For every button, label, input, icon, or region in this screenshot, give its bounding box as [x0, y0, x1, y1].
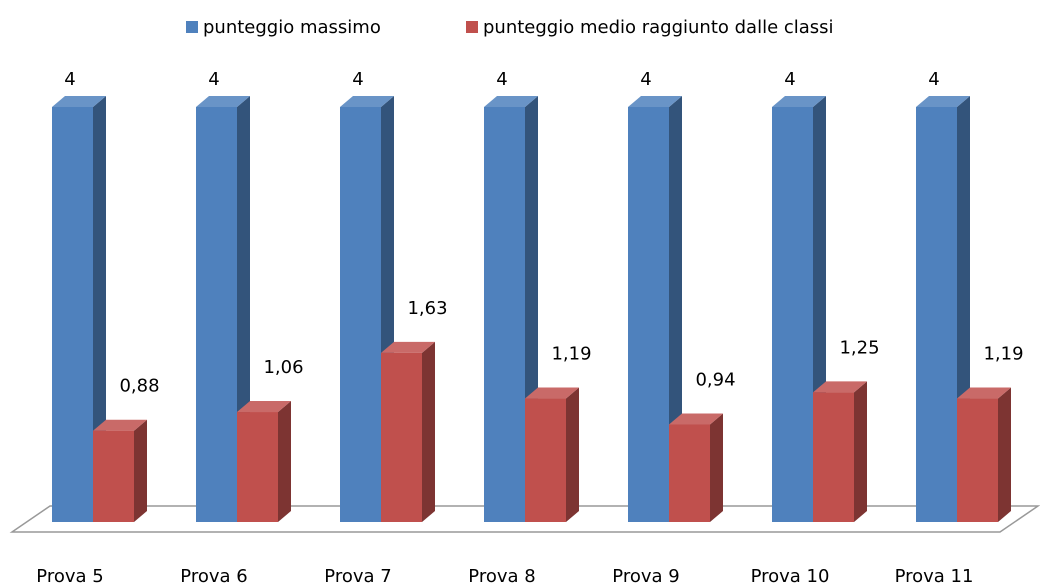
bar-top — [628, 96, 682, 107]
bar-side — [998, 387, 1011, 522]
bar-top — [957, 387, 1011, 399]
bar — [772, 107, 813, 522]
x-tick-label: Prova 11 — [895, 566, 974, 587]
x-tick-label: Prova 6 — [180, 566, 247, 587]
bar-side — [669, 96, 682, 522]
bar — [916, 107, 957, 522]
bar — [196, 107, 237, 522]
bar — [340, 107, 381, 522]
legend-swatch — [186, 21, 198, 33]
data-label: 1,63 — [407, 298, 447, 319]
bar-side — [278, 401, 291, 522]
bar-top — [772, 96, 826, 107]
bar-side — [566, 387, 579, 522]
bar — [484, 107, 525, 522]
bar-top — [237, 401, 291, 413]
bar — [628, 107, 669, 522]
legend-label: punteggio medio raggiunto dalle classi — [483, 17, 834, 38]
data-label: 4 — [352, 69, 363, 90]
x-tick-label: Prova 8 — [468, 566, 535, 587]
data-label: 4 — [496, 69, 507, 90]
data-label: 1,06 — [263, 357, 303, 378]
data-label: 4 — [208, 69, 219, 90]
data-label: 4 — [64, 69, 75, 90]
bar-top — [381, 341, 435, 353]
bar-side — [422, 341, 435, 522]
bar-side — [854, 381, 867, 522]
x-tick-label: Prova 9 — [612, 566, 679, 587]
bar-side — [93, 96, 106, 522]
bar — [237, 412, 278, 522]
bar — [957, 398, 998, 522]
data-label: 0,94 — [695, 369, 735, 390]
bar-top — [813, 381, 867, 393]
data-label: 4 — [640, 69, 651, 90]
bar-top — [196, 96, 250, 107]
bar-top — [669, 413, 723, 425]
bar — [52, 107, 93, 522]
bar — [381, 352, 422, 522]
bar-side — [134, 419, 147, 522]
bar — [669, 424, 710, 522]
bar-top — [525, 387, 579, 399]
x-tick-label: Prova 5 — [36, 566, 103, 587]
x-tick-label: Prova 7 — [324, 566, 391, 587]
bar — [93, 430, 134, 522]
bar-top — [484, 96, 538, 107]
data-label: 0,88 — [119, 376, 159, 397]
data-label: 1,25 — [839, 337, 879, 358]
bar-top — [52, 96, 106, 107]
bar-side — [710, 413, 723, 522]
bar-top — [93, 419, 147, 431]
legend-label: punteggio massimo — [203, 17, 381, 38]
bar-top — [916, 96, 970, 107]
bar-top — [340, 96, 394, 107]
x-tick-label: Prova 10 — [751, 566, 830, 587]
data-label: 4 — [784, 69, 795, 90]
bar — [525, 398, 566, 522]
data-label: 1,19 — [983, 344, 1023, 365]
data-label: 1,19 — [551, 344, 591, 365]
data-label: 4 — [928, 69, 939, 90]
legend-swatch — [466, 21, 478, 33]
bar — [813, 392, 854, 522]
